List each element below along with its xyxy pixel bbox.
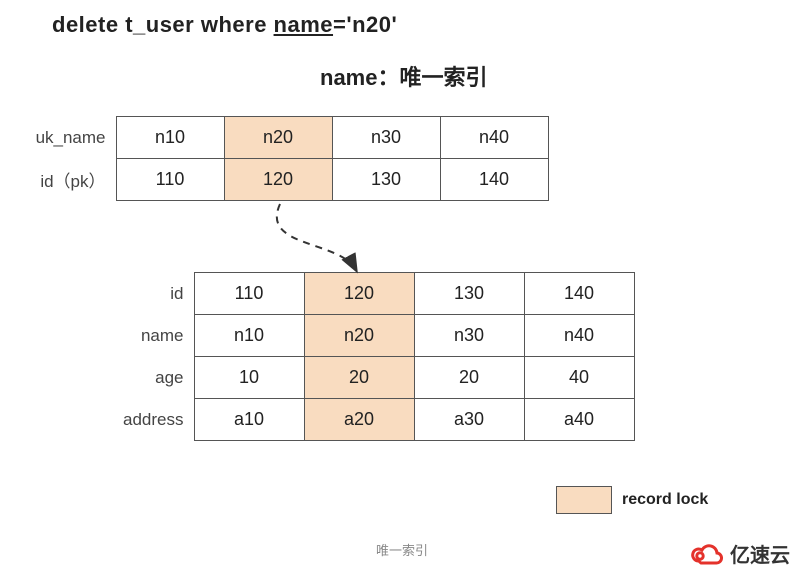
row-header: name <box>94 315 194 357</box>
sql-statement: delete t_user where name='n20' <box>52 12 397 38</box>
row-header: id（pk） <box>20 159 116 201</box>
cell: 140 <box>524 273 634 315</box>
row-header: address <box>94 399 194 441</box>
sql-underlined: name <box>274 12 333 37</box>
legend-swatch <box>556 486 612 514</box>
legend-label: record lock <box>622 491 708 509</box>
legend: record lock <box>556 486 708 514</box>
cell-highlight: 120 <box>304 273 414 315</box>
main-table: id 110 120 130 140 name n10 n20 n30 n40 … <box>94 272 635 441</box>
cell: 20 <box>414 357 524 399</box>
row-header: uk_name <box>20 117 116 159</box>
watermark-logo: 亿速云 <box>690 539 790 568</box>
cell: 110 <box>194 273 304 315</box>
cell-highlight: 120 <box>224 159 332 201</box>
table-row: address a10 a20 a30 a40 <box>94 399 634 441</box>
cell-highlight: n20 <box>304 315 414 357</box>
table-row: uk_name n10 n20 n30 n40 <box>20 117 548 159</box>
cell: 130 <box>332 159 440 201</box>
cell-highlight: n20 <box>224 117 332 159</box>
cell-highlight: 20 <box>304 357 414 399</box>
cloud-icon <box>690 541 724 567</box>
cell-highlight: a20 <box>304 399 414 441</box>
row-header: id <box>94 273 194 315</box>
cell: a10 <box>194 399 304 441</box>
sql-suffix: ='n20' <box>333 12 397 37</box>
cell: n30 <box>414 315 524 357</box>
cell: 130 <box>414 273 524 315</box>
cell: n40 <box>440 117 548 159</box>
table-row: id（pk） 110 120 130 140 <box>20 159 548 201</box>
row-header: age <box>94 357 194 399</box>
cell: n10 <box>194 315 304 357</box>
cell: 110 <box>116 159 224 201</box>
caption-label: 唯一索引 <box>0 540 804 559</box>
cell: n10 <box>116 117 224 159</box>
sql-prefix: delete t_user where <box>52 12 274 37</box>
table-row: age 10 20 20 40 <box>94 357 634 399</box>
cell: 140 <box>440 159 548 201</box>
index-table: uk_name n10 n20 n30 n40 id（pk） 110 120 1… <box>20 116 549 201</box>
cell: n40 <box>524 315 634 357</box>
table-row: id 110 120 130 140 <box>94 273 634 315</box>
cell: a40 <box>524 399 634 441</box>
watermark-text: 亿速云 <box>730 539 790 568</box>
table-row: name n10 n20 n30 n40 <box>94 315 634 357</box>
subtitle-label: name：唯一索引 <box>320 60 487 92</box>
arrow-path <box>277 204 356 270</box>
cell: 40 <box>524 357 634 399</box>
cell: a30 <box>414 399 524 441</box>
cell: n30 <box>332 117 440 159</box>
cell: 10 <box>194 357 304 399</box>
